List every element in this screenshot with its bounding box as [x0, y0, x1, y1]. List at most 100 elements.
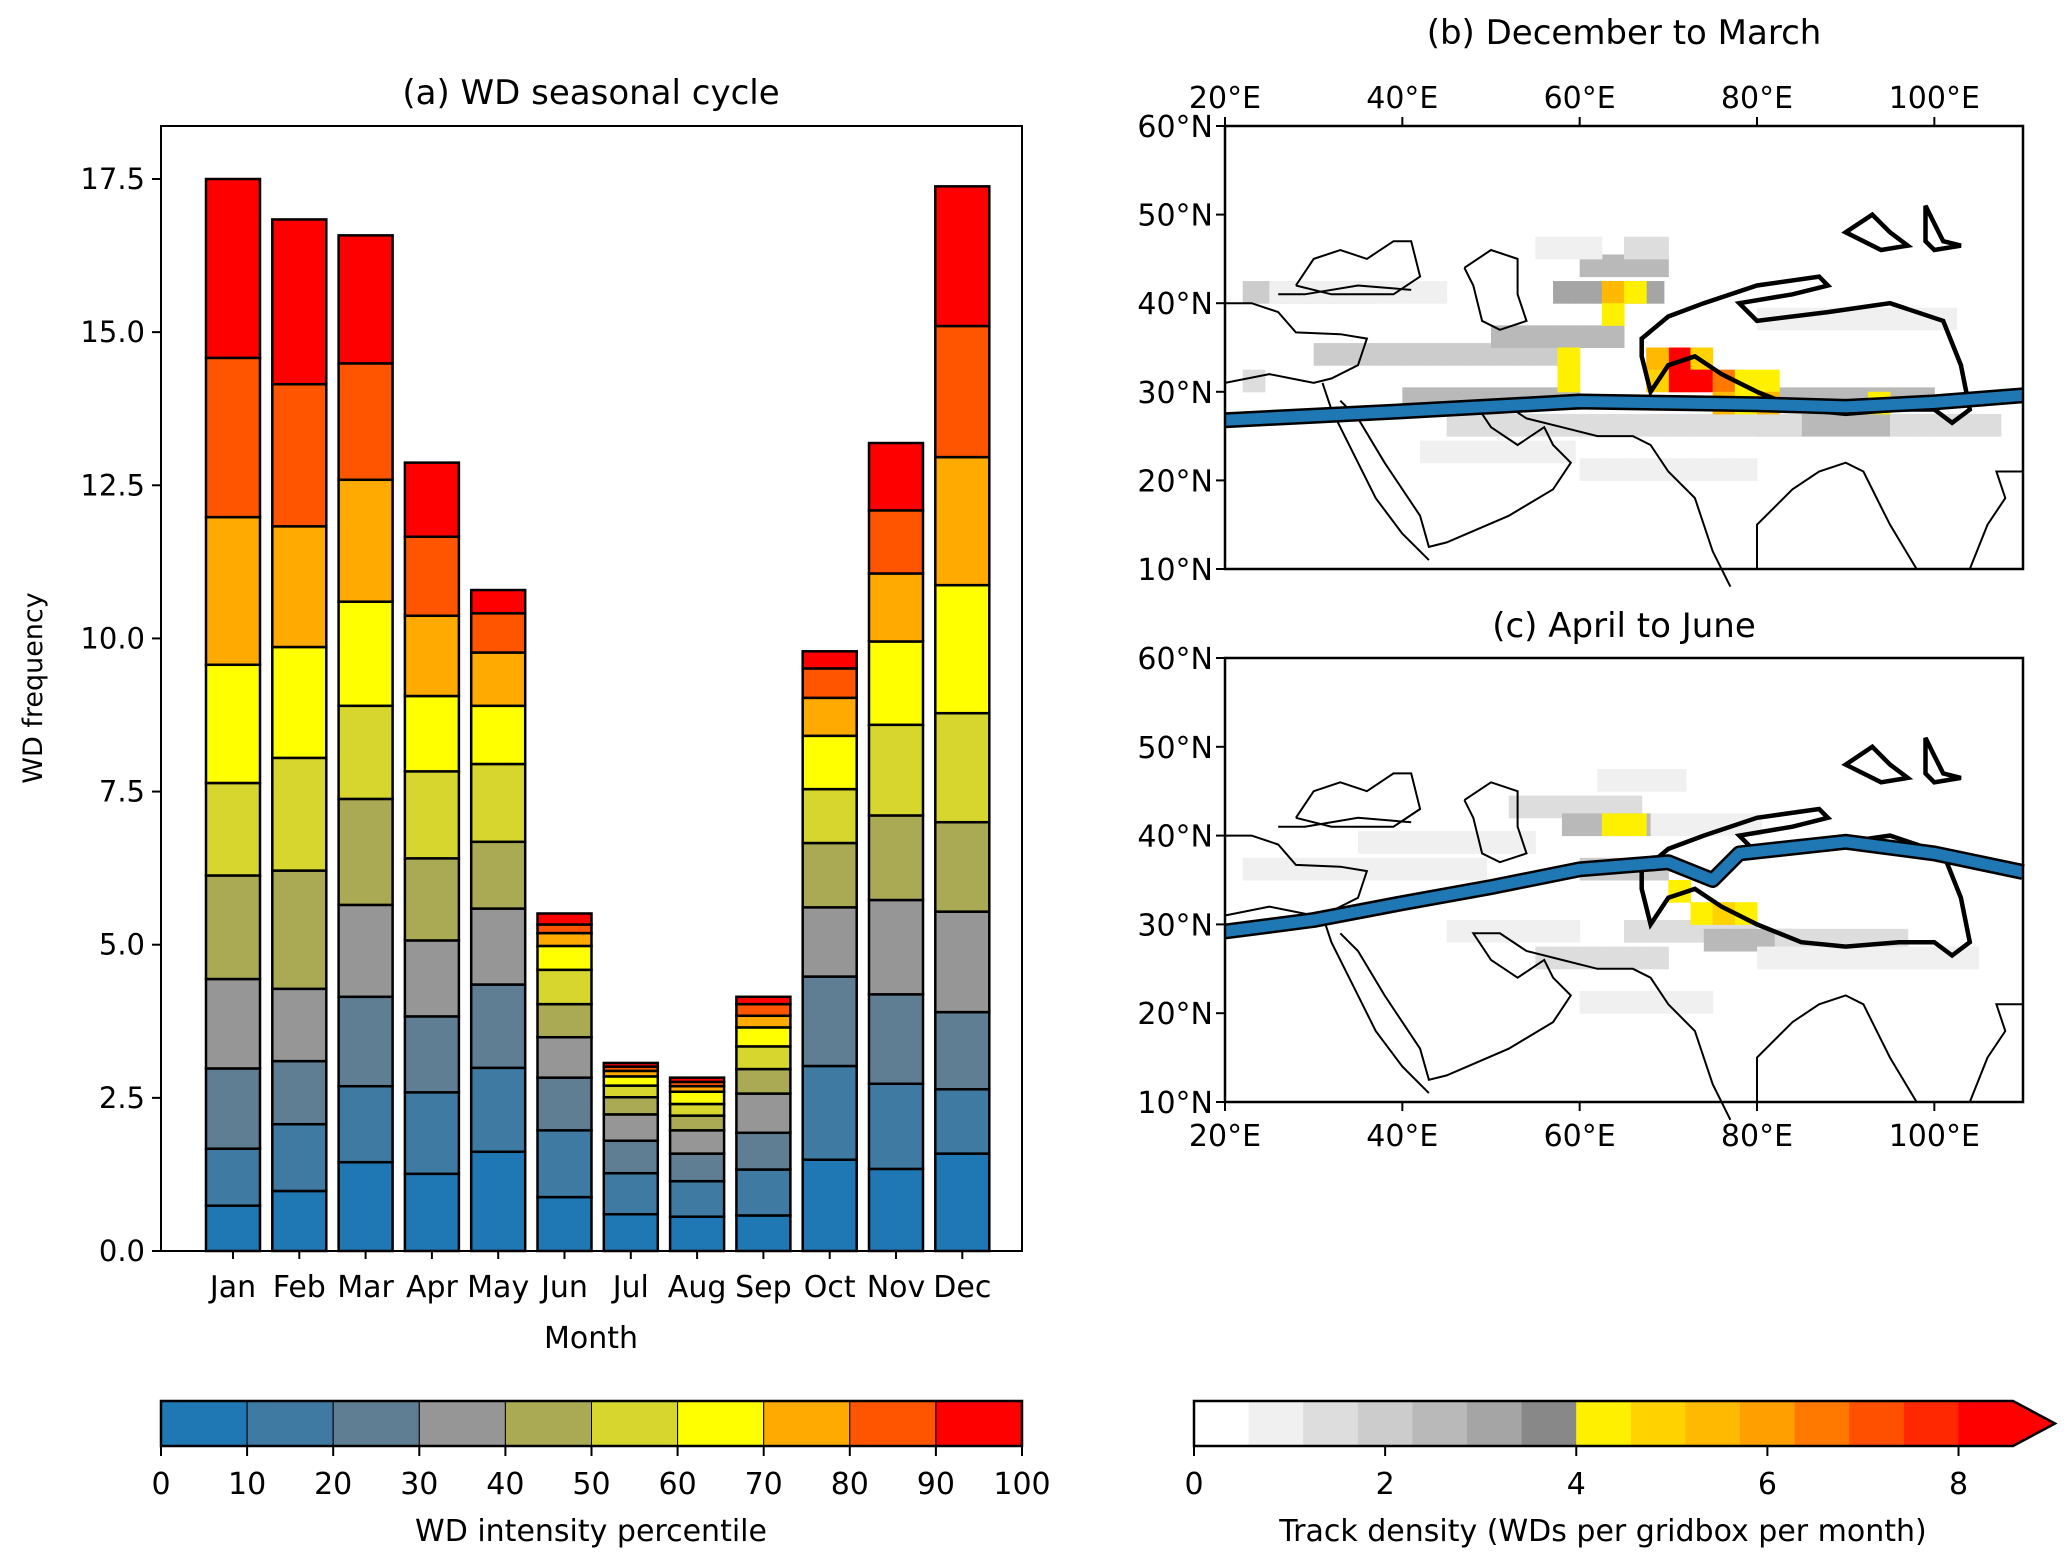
bar-stack-mar [337, 234, 394, 1253]
coastline [1968, 470, 2023, 570]
density-cell [1530, 795, 1554, 819]
density-cell [1801, 946, 1824, 970]
bar-stack-may [469, 588, 527, 1253]
density-cell [1557, 946, 1581, 970]
density-cell [1624, 236, 1647, 260]
bar-segment [204, 977, 262, 1070]
colorbar-tick-label: 0 [151, 1467, 170, 1502]
density-cell [1668, 413, 1691, 437]
map-c-ticks: 10°N 20°N 30°N 40°N 50°N 60°N 20°E 40°E 60°E 80°E… [1137, 642, 1980, 1154]
density-cell [1575, 795, 1598, 819]
lon-tick-label: 100°E [1889, 1119, 1980, 1154]
density-cell [1624, 413, 1647, 437]
bar-segment [469, 588, 527, 615]
density-cell [1380, 343, 1403, 366]
density-cell [1579, 236, 1603, 260]
bar-segment [934, 711, 991, 824]
density-cell [1535, 946, 1558, 970]
bar-segment [735, 1214, 792, 1253]
density-cell [1468, 919, 1492, 943]
density-cell [1269, 281, 1292, 304]
bar-segment [403, 1015, 461, 1094]
density-cell [1579, 946, 1603, 970]
y-tick-label: 2.5 [99, 1081, 145, 1115]
bar-segment [271, 1122, 328, 1193]
density-cell-high [1601, 303, 1625, 326]
density-cell [1486, 440, 1510, 464]
density-cell [1446, 413, 1470, 437]
density-cell [1353, 857, 1377, 881]
bar-segment [867, 640, 925, 727]
density-cell [1402, 831, 1425, 854]
density-cell [1242, 281, 1266, 304]
bar-segment [469, 651, 527, 708]
bar-segment [735, 1131, 792, 1171]
colorbar-bin [1794, 1401, 1850, 1446]
density-cell [1650, 813, 1674, 837]
x-axis-ticks: Jan Feb Mar Apr May Jun Jul Aug Sep Oct Nov Dec [208, 1251, 991, 1305]
colorbar-bin [1467, 1401, 1523, 1446]
density-cell [1535, 343, 1558, 366]
jet-axis-line [1224, 387, 2024, 429]
bar-segment [602, 1113, 660, 1142]
density-cell [1646, 236, 1669, 260]
density-cell [1624, 458, 1647, 481]
density-cell [1579, 413, 1603, 437]
density-cell [1690, 991, 1714, 1014]
colorbar-bin [1194, 1401, 1250, 1446]
bar-segment [536, 1076, 593, 1132]
bar-stacks [204, 177, 991, 1253]
density-cell [1491, 325, 1514, 348]
bar-segment [536, 912, 593, 926]
density-cell [1956, 413, 1980, 437]
bar-segment [204, 177, 262, 360]
bar-segment [867, 993, 925, 1086]
lat-tick-label: 40°N [1137, 287, 1213, 322]
colorbar-bin [1903, 1401, 1959, 1446]
x-axis-label: Month [544, 1321, 638, 1356]
x-tick-label: Nov [867, 1270, 926, 1305]
lat-tick-label: 50°N [1137, 731, 1213, 766]
coastline [1756, 461, 1918, 570]
density-cell [1579, 325, 1603, 348]
lat-tick-label: 10°N [1137, 1086, 1213, 1121]
lon-tick-label: 60°E [1544, 1119, 1616, 1154]
density-cell [1358, 281, 1381, 304]
bar-segment [668, 1114, 726, 1132]
density-cell [1561, 813, 1585, 837]
lat-tick-label: 50°N [1137, 199, 1213, 234]
bar-segment [403, 857, 461, 942]
density-cell [1442, 440, 1465, 464]
bar-segment [934, 324, 991, 459]
density-cell [1420, 857, 1443, 881]
bar-segment [801, 1158, 858, 1253]
bar-segment [271, 1059, 328, 1126]
density-cell [1446, 343, 1470, 366]
density-cell [1734, 413, 1758, 437]
density-cell [1641, 769, 1665, 792]
density-cell [1513, 343, 1536, 366]
panel-a-axes-frame [160, 125, 1023, 1252]
bar-segment [271, 382, 328, 528]
colorbar-bin [1576, 1401, 1632, 1446]
density-cell [1890, 307, 1913, 331]
bar-stack-sep [735, 995, 792, 1253]
density-cell [1579, 991, 1603, 1014]
density-cell [1690, 413, 1714, 437]
density-cell [1663, 769, 1687, 792]
colorbar-bin [160, 1400, 248, 1447]
colorbar-bin [418, 1400, 506, 1447]
density-cell [1513, 325, 1536, 348]
panel-a-bar-chart: (a) WD seasonal cycle 0.0 2.5 5.0 7.5 10.0 12… [18, 73, 1023, 1356]
bar-segment [469, 840, 527, 910]
intensity-colorbar: 0 10 20 30 40 50 60 70 80 90 100 WD intensity perc… [151, 1399, 1051, 1549]
bar-segment [735, 1067, 792, 1095]
terrain-contour [1841, 743, 1914, 785]
bar-stack-jan [204, 177, 262, 1253]
map-b-ticks: 10°N 20°N 30°N 40°N 50°N 60°N20°E 40°E 60°E 80°E… [1137, 81, 1980, 588]
bar-segment [735, 1045, 792, 1071]
colorbar-tick-label: 4 [1567, 1467, 1586, 1502]
density-cell [1668, 991, 1691, 1014]
bar-segment [337, 797, 394, 907]
coastline [1463, 248, 1528, 331]
